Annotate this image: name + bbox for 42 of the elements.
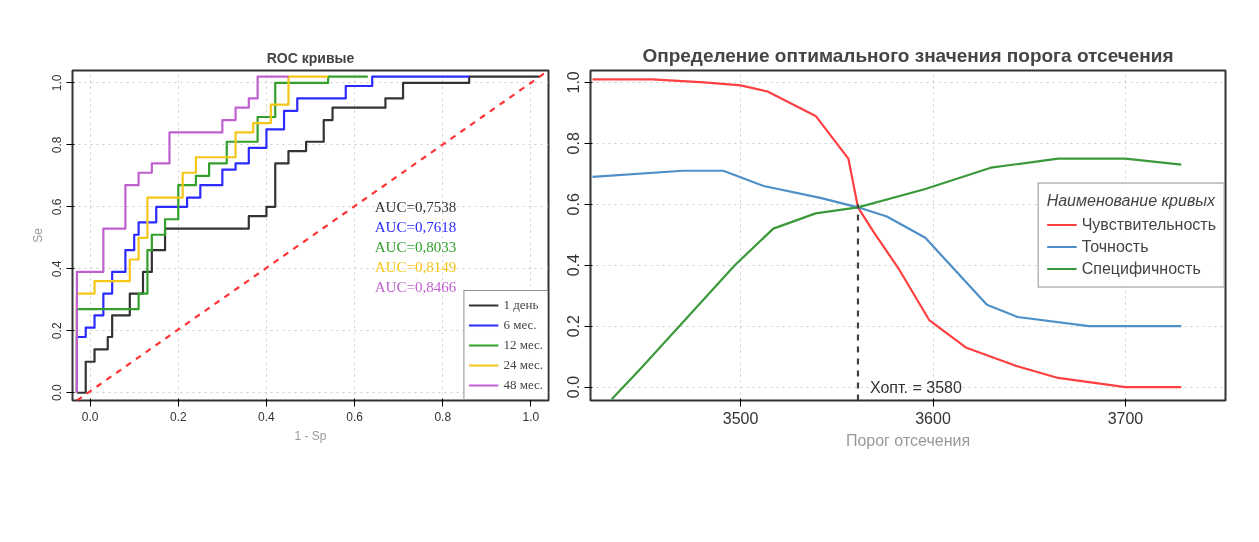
x-axis-title: Порог отсечения — [845, 431, 971, 449]
legend-label: Чувствительность — [1081, 215, 1216, 234]
y-tick-label: 0.8 — [50, 136, 65, 154]
x-tick-label: 0.6 — [346, 409, 364, 424]
y-tick-label: 1.0 — [50, 74, 65, 92]
legend-label: 48 мес. — [503, 377, 543, 393]
x-tick-label: 0.2 — [169, 409, 187, 424]
legend-label: 1 день — [503, 297, 539, 313]
x-tick-label: 0.0 — [81, 409, 99, 424]
line-series — [75, 75, 290, 394]
chart-title: ROC кривые — [266, 49, 355, 66]
x-tick-label: 1.0 — [522, 409, 540, 424]
x-tick-label: 3700 — [1107, 409, 1144, 427]
x-tick-label: 0.4 — [258, 409, 276, 424]
legend-label: 12 мес. — [503, 337, 543, 353]
legend-title: Наименование кривых — [1046, 191, 1216, 210]
chart-title: Определение оптимального значения порога отсечения — [642, 44, 1174, 66]
annotation: AUC=0,8033 — [374, 239, 457, 256]
y-tick-label: 1.0 — [565, 71, 583, 94]
y-tick-label: 0.2 — [565, 314, 583, 338]
x-tick-label: 3500 — [722, 409, 759, 427]
y-tick-label: 0.6 — [565, 193, 583, 216]
y-tick-label: 0.2 — [50, 322, 65, 340]
legend-label: Специфичность — [1081, 259, 1201, 278]
annotation: AUC=0,7538 — [374, 199, 457, 216]
x-tick-label: 3600 — [915, 409, 951, 427]
annotation: Хопт. = 3580 — [869, 378, 962, 396]
y-axis-title: Se — [30, 227, 45, 243]
y-tick-label: 0.6 — [50, 198, 65, 216]
x-tick-label: 0.8 — [434, 409, 452, 424]
annotation: AUC=0,7618 — [374, 219, 457, 236]
legend-label: 24 мес. — [503, 357, 543, 373]
y-tick-label: 0.4 — [50, 260, 65, 278]
legend-label: 6 мес. — [503, 317, 537, 333]
annotation: AUC=0,8466 — [374, 278, 457, 295]
legend-label: Точность — [1081, 237, 1149, 256]
annotation: AUC=0,8149 — [374, 258, 457, 275]
y-tick-label: 0.0 — [565, 375, 583, 399]
x-axis-title: 1 - Sp — [294, 428, 327, 443]
y-tick-label: 0.8 — [565, 132, 583, 155]
y-tick-label: 0.0 — [50, 384, 65, 402]
y-tick-label: 0.4 — [565, 253, 583, 277]
